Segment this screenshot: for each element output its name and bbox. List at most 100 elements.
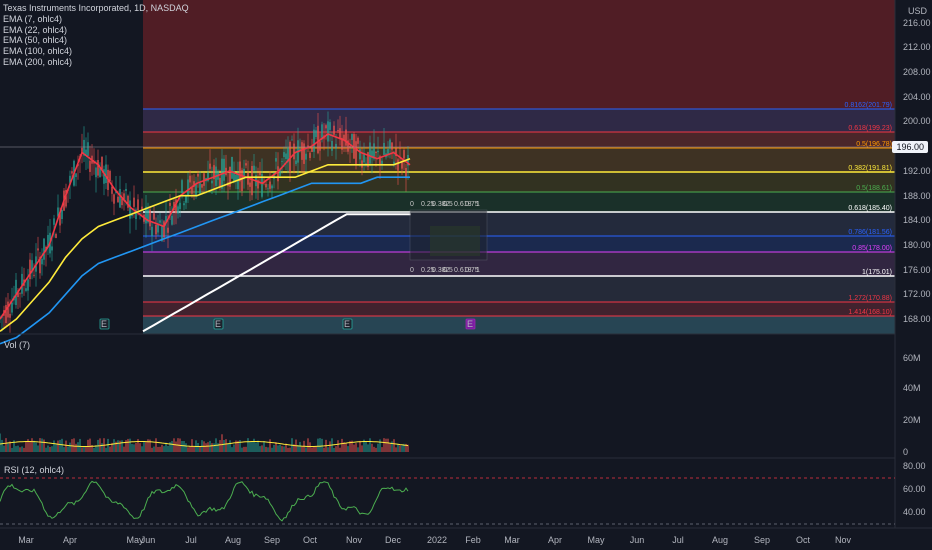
volume-bar: [235, 440, 237, 452]
ema7-legend[interactable]: EMA (7, ohlc4): [3, 13, 63, 24]
candle-body: [193, 181, 195, 187]
volume-bar: [263, 441, 265, 452]
candle-body: [367, 152, 369, 167]
volume-bar: [89, 438, 91, 452]
candle-body: [267, 188, 269, 190]
fan-label-top: 0.618: [454, 201, 472, 208]
volume-bar: [359, 440, 361, 452]
rsi-pane-label[interactable]: RSI (12, ohlc4): [4, 465, 65, 475]
time-tick-label: Oct: [796, 535, 811, 545]
candle-body: [191, 187, 193, 194]
price-tick-label: 168.00: [903, 314, 931, 324]
candle-body: [273, 173, 275, 179]
volume-bar: [311, 447, 313, 452]
candle-body: [147, 209, 149, 223]
volume-bar: [401, 445, 403, 452]
fan-label-bottom: 0.5: [443, 267, 453, 274]
volume-bar: [171, 440, 173, 452]
volume-bar: [69, 442, 71, 452]
ema50-legend[interactable]: EMA (50, ohlc4): [3, 35, 68, 46]
volume-bar: [327, 447, 329, 452]
candle-body: [159, 220, 161, 223]
candle-body: [259, 172, 261, 176]
time-tick-label: May: [587, 535, 605, 545]
volume-bar: [43, 439, 45, 452]
candle-body: [51, 246, 53, 251]
time-tick-label: May: [126, 535, 144, 545]
volume-bar: [227, 443, 229, 452]
candle-body: [177, 206, 179, 214]
candle-body: [43, 238, 45, 260]
volume-bar: [399, 445, 401, 452]
candle-body: [313, 129, 315, 152]
volume-bar: [223, 440, 225, 452]
volume-bar: [229, 440, 231, 452]
candle-body: [9, 313, 11, 318]
ema22-legend[interactable]: EMA (22, ohlc4): [3, 24, 68, 35]
volume-bar: [145, 442, 147, 452]
volume-bar: [189, 446, 191, 452]
volume-bar: [197, 443, 199, 452]
volume-bar: [225, 439, 227, 452]
volume-bar: [99, 438, 101, 452]
candle-body: [53, 218, 55, 225]
earnings-marker[interactable]: [213, 318, 224, 330]
candle-body: [11, 302, 13, 313]
ema200-legend[interactable]: EMA (200, ohlc4): [3, 56, 73, 67]
volume-bar: [185, 443, 187, 452]
volume-bar: [349, 440, 351, 452]
candle-body: [117, 196, 119, 203]
volume-bar: [267, 447, 269, 452]
candle-body: [103, 169, 105, 184]
fib-speed-fan-tool[interactable]: [409, 209, 488, 261]
earnings-marker[interactable]: [99, 318, 110, 330]
earnings-marker-label: E: [215, 319, 221, 329]
candle-body: [167, 227, 169, 233]
candle-body: [61, 210, 63, 220]
volume-bar: [363, 439, 365, 452]
candle-body: [213, 165, 215, 180]
volume-bar: [33, 440, 35, 452]
candle-body: [111, 186, 113, 194]
volume-pane-label[interactable]: Vol (7): [4, 340, 31, 350]
candle-body: [381, 160, 383, 165]
volume-bar: [127, 438, 129, 452]
volume-bar: [319, 438, 321, 452]
volume-bar: [211, 443, 213, 452]
candle-body: [389, 139, 391, 149]
fan-label-top: 0.75: [465, 201, 479, 208]
symbol-title[interactable]: Texas Instruments Incorporated, 1D, NASD…: [3, 3, 189, 13]
candle-body: [151, 226, 153, 237]
time-tick-label: Dec: [385, 535, 402, 545]
volume-bar: [247, 438, 249, 452]
candle-body: [365, 162, 367, 164]
candle-body: [171, 215, 173, 225]
price-tick-label: 188.00: [903, 191, 931, 201]
earnings-marker[interactable]: [342, 318, 353, 330]
candle-body: [109, 170, 111, 181]
volume-bar: [55, 444, 57, 452]
fan-labels: 000.250.250.3820.3820.50.50.6180.6180.75…: [410, 201, 480, 274]
candle-body: [137, 199, 139, 211]
fan-label-top: 0.25: [421, 201, 435, 208]
candle-body: [201, 184, 203, 188]
ema100-legend[interactable]: EMA (100, ohlc4): [3, 46, 73, 57]
volume-bar: [139, 443, 141, 452]
volume-bar: [125, 440, 127, 452]
candle-body: [5, 305, 7, 323]
volume-bar: [403, 443, 405, 452]
earnings-marker[interactable]: [465, 318, 476, 330]
volume-bar: [239, 440, 241, 452]
candle-body: [341, 137, 343, 150]
volume-bar: [151, 447, 153, 452]
volume-bar: [27, 439, 29, 452]
volume-bar: [101, 443, 103, 452]
candle-body: [301, 142, 303, 160]
fib-level-lines[interactable]: 0.8162(201.79) 0.618(199.23) 0.5(196.78) 0.…: [143, 102, 895, 317]
price-axis[interactable]: 216.00 212.00 208.00 204.00 200.00 192.00 188.…: [903, 18, 931, 324]
candle-body: [33, 274, 35, 276]
volume-bar: [49, 446, 51, 452]
